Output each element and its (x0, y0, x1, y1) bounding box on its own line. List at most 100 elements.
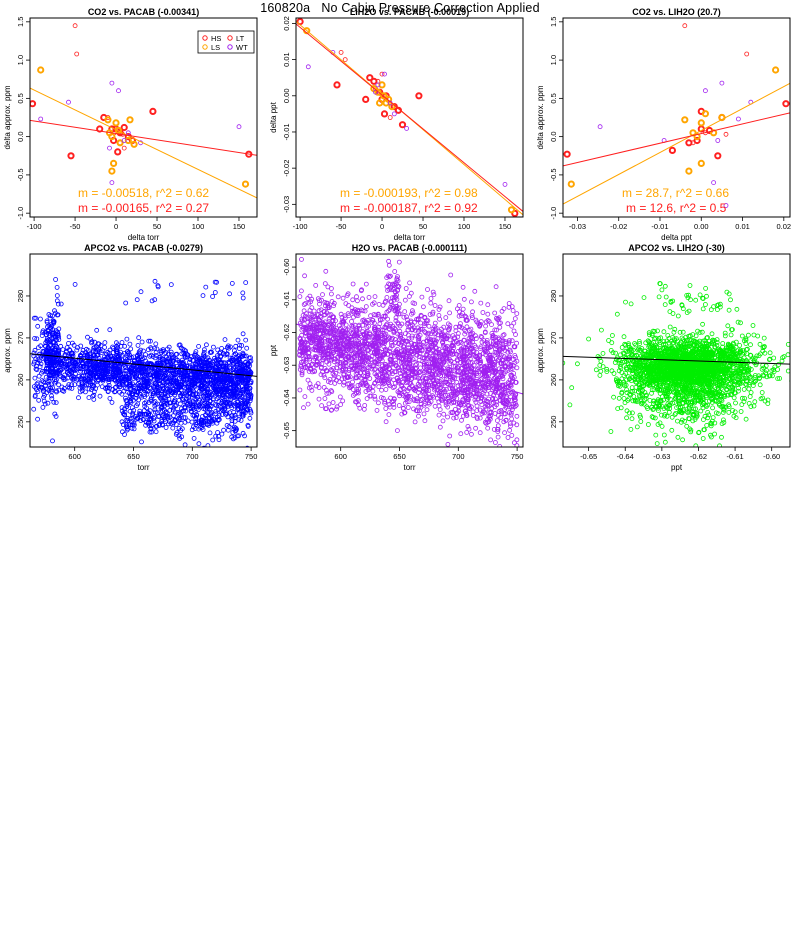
data-point (52, 380, 57, 386)
data-point (404, 125, 410, 131)
data-point (208, 410, 214, 416)
data-point (212, 384, 218, 390)
data-point (298, 288, 304, 294)
data-point (218, 349, 223, 355)
data-point (428, 399, 434, 404)
data-point (424, 356, 430, 362)
data-point (415, 398, 421, 404)
data-point (379, 71, 385, 77)
y-tick-label: 0.00 (282, 88, 291, 103)
data-point (205, 395, 211, 401)
data-point (333, 318, 338, 324)
data-point (494, 418, 500, 424)
data-point (506, 341, 512, 347)
data-point (108, 167, 116, 175)
data-point (46, 378, 52, 384)
data-point (173, 360, 179, 366)
data-point (53, 400, 59, 406)
data-point (495, 358, 501, 364)
data-point (221, 387, 227, 393)
data-point (199, 362, 205, 368)
data-point (333, 370, 339, 376)
data-point (100, 368, 106, 374)
data-point (115, 342, 121, 348)
data-point (116, 370, 121, 375)
data-point (119, 379, 125, 385)
data-point (49, 393, 54, 399)
data-point (47, 354, 53, 360)
data-point (107, 385, 112, 391)
data-point (364, 328, 370, 334)
data-point (41, 398, 47, 404)
data-point (492, 362, 498, 368)
data-point (387, 376, 393, 382)
data-point (693, 133, 701, 141)
data-point (313, 324, 319, 330)
data-point (208, 374, 214, 380)
data-point (124, 427, 130, 433)
data-point (514, 311, 520, 317)
chart-panel-5: H2O vs. PACAB (-0.000111)600 650 700 750-0.… (269, 243, 524, 472)
data-point (125, 349, 131, 354)
data-point (123, 417, 129, 423)
data-point (189, 382, 195, 388)
data-point (41, 353, 47, 359)
data-point (207, 350, 213, 356)
data-point (313, 345, 319, 351)
x-tick-label: 150 (499, 222, 512, 231)
fit-line (30, 119, 257, 156)
data-point (217, 371, 223, 377)
data-point (214, 389, 220, 394)
data-point (697, 159, 705, 167)
data-point (479, 376, 485, 381)
data-point (92, 339, 98, 345)
data-point (160, 422, 165, 428)
data-point (478, 333, 484, 339)
data-point (46, 372, 52, 378)
data-point (484, 337, 490, 343)
data-point (178, 392, 184, 398)
data-point (242, 401, 248, 407)
data-point (147, 408, 153, 414)
data-point (112, 119, 120, 127)
data-point (217, 391, 223, 397)
data-point (335, 354, 341, 360)
data-point (146, 378, 152, 384)
data-point (236, 124, 242, 130)
data-point (123, 371, 129, 377)
data-point (227, 386, 233, 392)
data-point (148, 346, 154, 352)
data-point (379, 333, 385, 338)
data-point (330, 400, 336, 405)
data-point (149, 298, 155, 304)
data-point (53, 337, 59, 343)
data-point (121, 138, 127, 143)
data-point (114, 148, 122, 156)
data-point (445, 380, 451, 386)
data-point (109, 80, 115, 86)
data-point (76, 374, 82, 379)
data-point (201, 397, 207, 403)
data-point (131, 420, 137, 426)
data-point (303, 359, 309, 365)
data-point (450, 340, 456, 346)
data-point (323, 268, 329, 274)
data-point (231, 361, 237, 367)
data-point (182, 405, 188, 411)
data-point (50, 385, 55, 391)
data-point (301, 308, 307, 314)
data-point (498, 352, 504, 358)
data-point (455, 331, 461, 336)
data-point (154, 382, 159, 388)
y-tick-label: -1.0 (16, 207, 25, 220)
data-point (106, 382, 112, 388)
data-point (57, 372, 63, 378)
data-point (469, 315, 475, 321)
data-point (386, 412, 392, 418)
data-point (436, 346, 442, 352)
data-point (428, 296, 434, 301)
data-points (563, 23, 790, 208)
data-point (200, 293, 206, 299)
data-point (428, 300, 434, 306)
data-point (693, 136, 701, 145)
